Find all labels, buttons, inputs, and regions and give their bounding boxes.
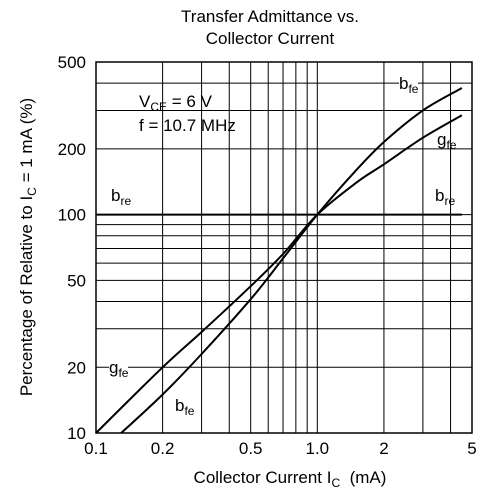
y-axis-label: Percentage of Relative to IC = 1 mA (%) — [17, 97, 39, 397]
series-label-bre-left: bre — [111, 186, 132, 208]
y-tick-label: 100 — [58, 206, 86, 225]
x-tick-label: 5 — [467, 439, 476, 458]
condition-frequency: f = 10.7 MHz — [139, 116, 236, 135]
series-label-gfe-bottom: gfe — [109, 358, 129, 380]
y-tick-label: 500 — [58, 53, 86, 72]
x-tick-label: 1.0 — [305, 439, 329, 458]
series-line-gfe — [95, 114, 463, 434]
series-label-gfe-top: gfe — [437, 130, 457, 152]
y-tick-label: 10 — [67, 424, 86, 443]
y-tick-label: 50 — [67, 271, 86, 290]
tick-labels: 0.1 0.2 0.5 1.0 2 5 10 20 50 100 200 500 — [58, 53, 477, 458]
x-tick-label: 0.1 — [84, 439, 108, 458]
y-tick-label: 200 — [58, 140, 86, 159]
chart-title-line1: Transfer Admittance vs. — [181, 7, 359, 26]
series-label-bre-right: bre — [435, 186, 456, 208]
series-lines — [95, 87, 463, 434]
x-axis-label: Collector Current IC (mA) — [193, 468, 387, 490]
x-tick-label: 2 — [379, 439, 388, 458]
condition-vce: VCE = 6 V — [139, 92, 212, 114]
series-label-bfe-bottom: bfe — [175, 396, 195, 418]
plot-frame — [95, 61, 473, 434]
series-line-bfe — [120, 87, 463, 434]
y-tick-label: 20 — [67, 358, 86, 377]
x-tick-label: 0.2 — [151, 439, 175, 458]
x-tick-label: 0.5 — [239, 439, 263, 458]
grid — [96, 62, 472, 433]
series-label-bfe-top: bfe — [399, 74, 419, 96]
chart-title-line2: Collector Current — [205, 29, 335, 48]
